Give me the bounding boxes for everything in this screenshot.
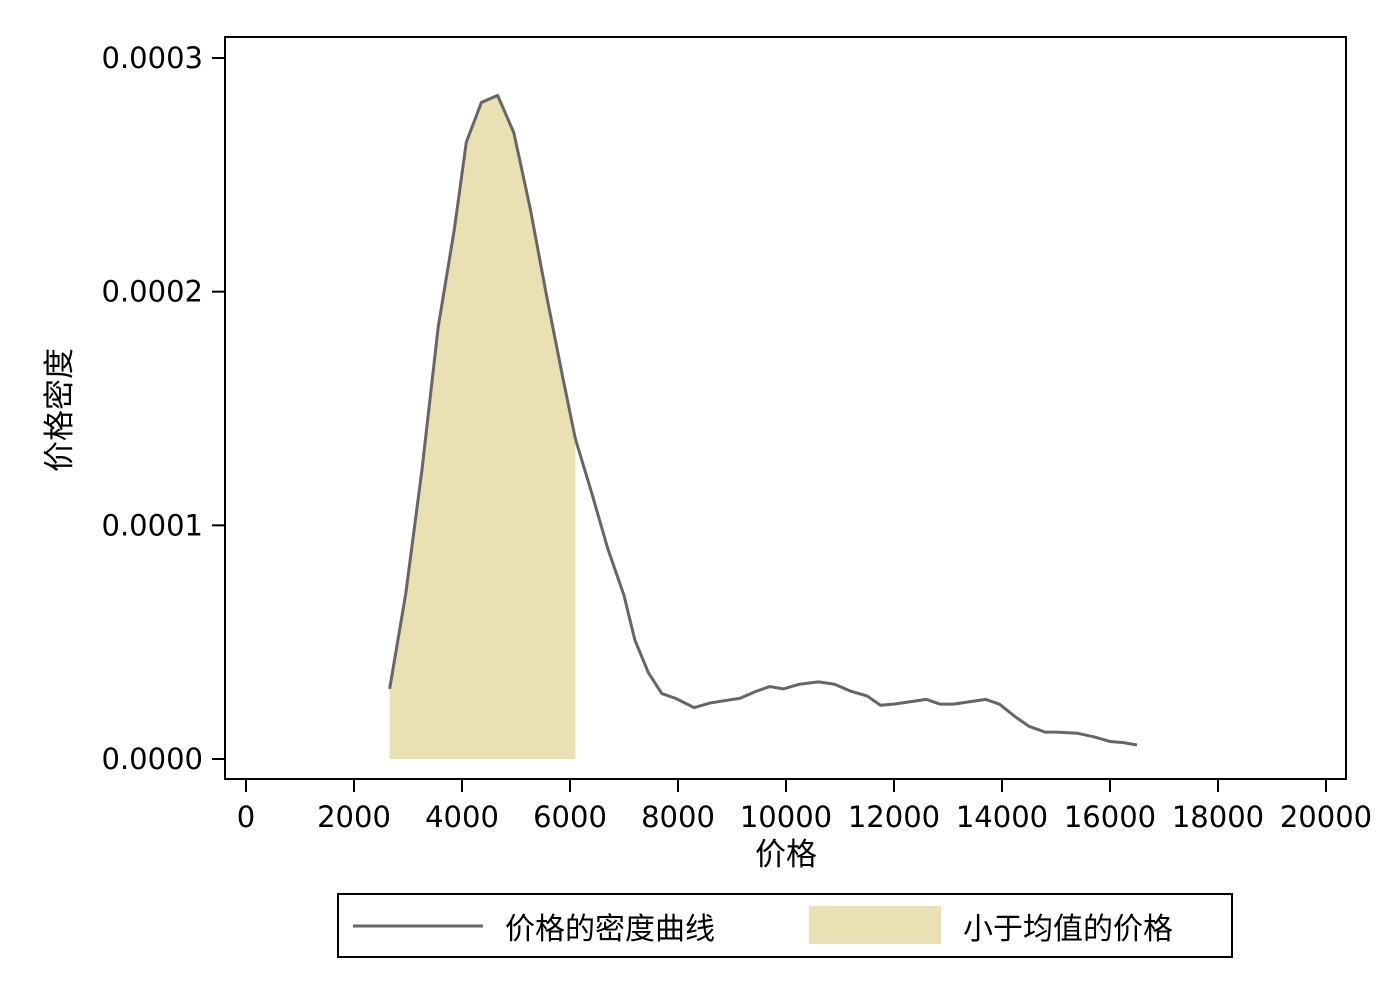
legend-label-below-mean: 小于均值的价格 [963, 912, 1173, 947]
legend: 价格的密度曲线 小于均值的价格 [337, 893, 1233, 958]
legend-label-density: 价格的密度曲线 [505, 912, 715, 947]
y-tick-label: 0.0002 [102, 275, 203, 309]
y-axis-title: 价格密度 [42, 348, 78, 472]
x-tick-label: 16000 [1064, 800, 1156, 834]
x-tick-label: 14000 [956, 800, 1048, 834]
x-tick-label: 12000 [848, 800, 940, 834]
y-tick-label: 0.0003 [102, 41, 203, 75]
below-mean-area [389, 95, 576, 760]
x-tick-label: 18000 [1172, 800, 1264, 834]
y-tick-label: 0.0001 [102, 508, 203, 542]
x-axis-title: 价格 [755, 837, 817, 873]
legend-area-swatch [809, 906, 941, 944]
density-line [388, 93, 1138, 747]
x-tick-label: 20000 [1280, 800, 1372, 834]
x-tick-label: 6000 [533, 800, 607, 834]
y-tick-label: 0.0000 [102, 742, 203, 776]
legend-frame [337, 893, 1233, 958]
x-tick-label: 10000 [740, 800, 832, 834]
x-tick-label: 4000 [425, 800, 499, 834]
x-tick-label: 0 [237, 800, 255, 834]
x-tick-label: 2000 [317, 800, 391, 834]
x-tick-label: 8000 [641, 800, 715, 834]
